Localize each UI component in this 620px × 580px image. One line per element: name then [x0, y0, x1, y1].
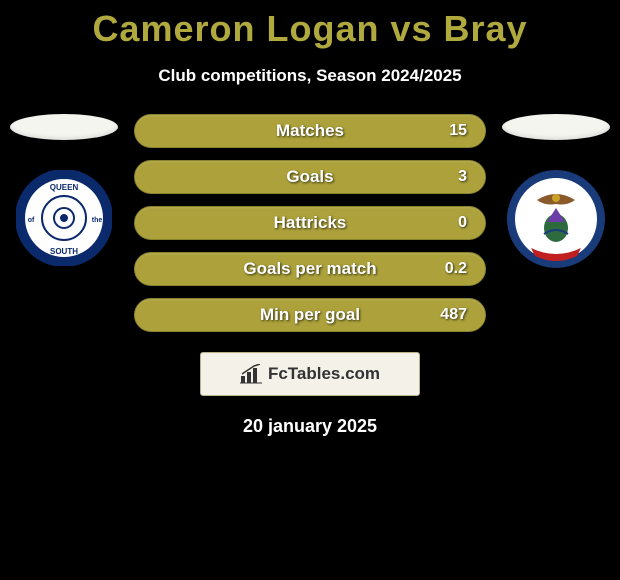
metrics-column: Matches 15 Goals 3 Hattricks 0 Goals per…: [124, 114, 496, 344]
metric-label: Goals per match: [135, 259, 485, 279]
metric-label: Hattricks: [135, 213, 485, 233]
metric-label: Matches: [135, 121, 485, 141]
queen-of-the-south-crest-icon: QUEEN SOUTH of the: [16, 170, 112, 266]
page-title: Cameron Logan vs Bray: [0, 8, 620, 50]
date-line: 20 january 2025: [0, 416, 620, 437]
metric-label: Goals: [135, 167, 485, 187]
svg-text:QUEEN: QUEEN: [50, 183, 79, 192]
metric-bar: Goals per match 0.2: [134, 252, 486, 286]
bar-chart-icon: [240, 364, 262, 384]
left-crest: QUEEN SOUTH of the: [16, 170, 112, 271]
metric-bar: Goals 3: [134, 160, 486, 194]
metric-value: 3: [458, 168, 467, 186]
right-crest: [507, 170, 605, 273]
left-name-oval: [10, 114, 118, 140]
metric-value: 0.2: [445, 260, 467, 278]
svg-text:SOUTH: SOUTH: [50, 247, 78, 256]
body-row: QUEEN SOUTH of the Matches 15 Goals 3: [0, 114, 620, 344]
page-subtitle: Club competitions, Season 2024/2025: [0, 66, 620, 86]
metric-bar: Matches 15: [134, 114, 486, 148]
metric-label: Min per goal: [135, 305, 485, 325]
comparison-card: Cameron Logan vs Bray Club competitions,…: [0, 0, 620, 437]
right-name-oval: [502, 114, 610, 140]
right-team-col: [496, 114, 616, 273]
svg-text:the: the: [92, 217, 103, 224]
metric-value: 15: [449, 122, 467, 140]
metric-value: 487: [440, 306, 467, 324]
svg-text:of: of: [28, 217, 35, 224]
metric-bar: Min per goal 487: [134, 298, 486, 332]
left-team-col: QUEEN SOUTH of the: [4, 114, 124, 271]
metric-bar: Hattricks 0: [134, 206, 486, 240]
brand-watermark: FcTables.com: [200, 352, 420, 396]
inverness-crest-icon: [507, 170, 605, 268]
metric-value: 0: [458, 214, 467, 232]
brand-text: FcTables.com: [268, 364, 380, 384]
